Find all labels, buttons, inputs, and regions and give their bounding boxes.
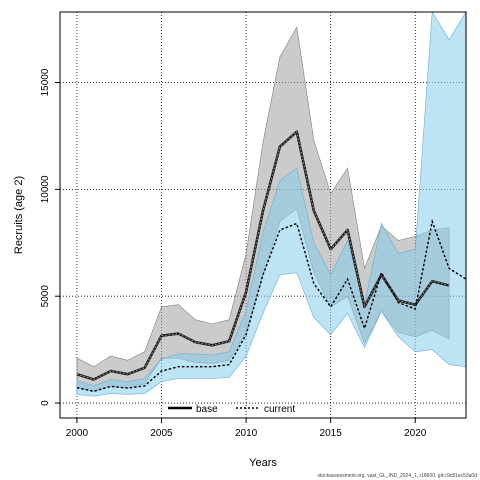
x-axis: 2000 2005 2010 2015 2020 — [66, 418, 427, 439]
footer-text: stockassessment.org, vast_GL_IND_2024_1,… — [317, 473, 477, 479]
x-axis-title: Years — [249, 457, 277, 469]
y-axis-title: Recruits (age 2) — [13, 176, 25, 254]
x-tick-label: 2020 — [404, 428, 427, 439]
y-tick-label: 0 — [40, 400, 51, 406]
x-tick-label: 2000 — [66, 428, 89, 439]
legend: base current — [168, 404, 295, 415]
y-tick-label: 5000 — [40, 285, 51, 308]
legend-label-base: base — [196, 404, 218, 415]
y-tick-label: 15000 — [40, 68, 51, 96]
x-tick-label: 2015 — [320, 428, 343, 439]
line-current — [76, 218, 467, 393]
series-lines — [76, 130, 467, 393]
x-tick-label: 2005 — [150, 428, 173, 439]
plot-frame — [59, 11, 467, 419]
y-axis: 0 5000 10000 15000 — [40, 68, 60, 406]
confidence-bands — [76, 10, 467, 397]
x-tick-label: 2010 — [235, 428, 258, 439]
legend-label-current: current — [264, 404, 295, 415]
y-tick-label: 10000 — [40, 175, 51, 203]
